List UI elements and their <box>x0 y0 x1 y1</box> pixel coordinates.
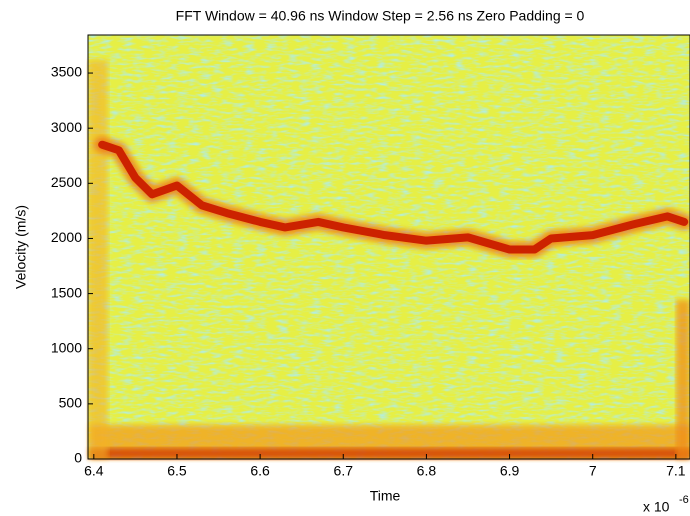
x-tick-label: 7.1 <box>666 463 686 479</box>
y-tick-label: 1000 <box>51 339 82 355</box>
y-tick-label: 3500 <box>51 64 82 80</box>
ridge-line <box>98 140 689 254</box>
x-tick-label: 6.7 <box>334 463 354 479</box>
low-band-core <box>90 448 690 459</box>
plot <box>94 136 690 258</box>
x-multiplier-exponent: -6 <box>679 494 689 506</box>
x-multiplier: x 10 <box>643 499 670 515</box>
y-tick-label: 3000 <box>51 119 82 135</box>
chart-title: FFT Window = 40.96 ns Window Step = 2.56… <box>176 8 585 24</box>
right-edge-band <box>676 300 690 459</box>
y-tick-label: 0 <box>74 450 82 466</box>
x-tick-label: 7 <box>589 463 597 479</box>
y-tick-label: 2500 <box>51 174 82 190</box>
y-axis-label: Velocity (m/s) <box>13 205 29 289</box>
y-tick-label: 1500 <box>51 284 82 300</box>
x-tick-label: 6.9 <box>500 463 520 479</box>
x-tick-label: 6.8 <box>417 463 437 479</box>
y-tick-label: 2000 <box>51 229 82 245</box>
x-tick-label: 6.4 <box>84 463 104 479</box>
left-edge-band <box>88 60 108 459</box>
x-axis-label: Time <box>370 488 401 504</box>
y-tick-label: 500 <box>59 395 83 411</box>
x-tick-label: 6.6 <box>250 463 270 479</box>
x-tick-label: 6.5 <box>167 463 187 479</box>
plot-frame <box>87 34 690 460</box>
spectrogram-noise <box>88 35 690 459</box>
